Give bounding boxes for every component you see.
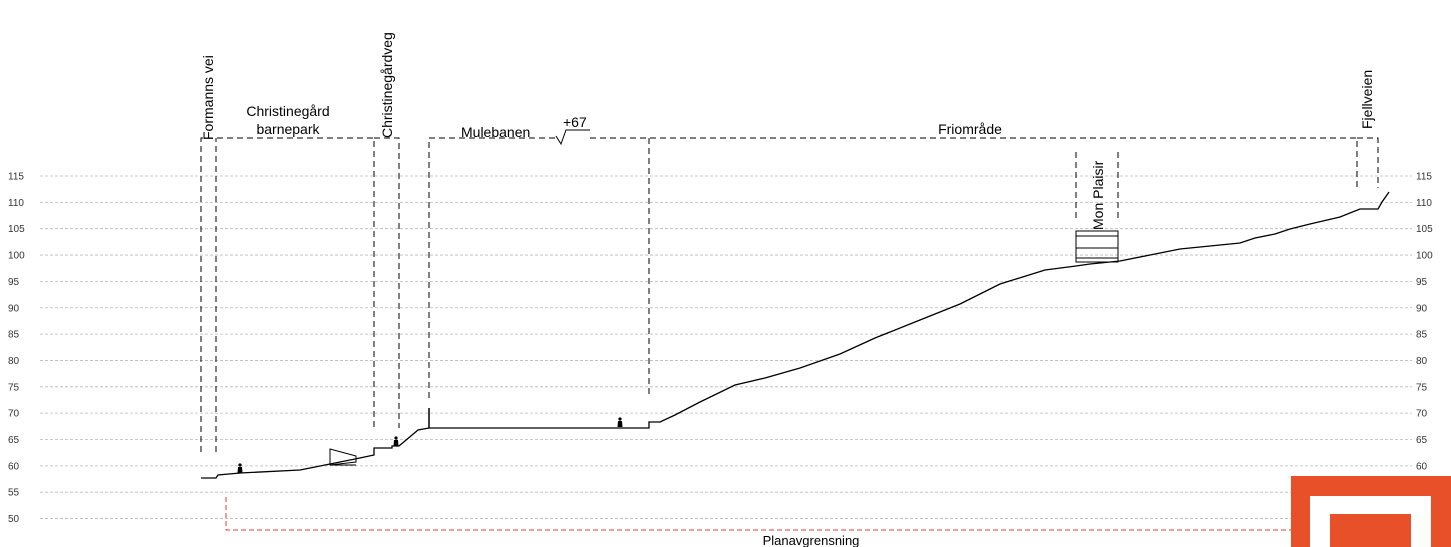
label-planavgrensning: Planavgrensning: [763, 533, 860, 547]
elevation-label: 105: [8, 224, 25, 235]
elevation-label: 65: [1416, 435, 1428, 446]
label-elevation-mark: +67: [563, 114, 587, 130]
person-figure-icon: [237, 463, 243, 473]
elevation-label: 110: [1416, 198, 1432, 209]
elevation-label: 95: [8, 277, 20, 288]
elevation-label: 80: [8, 356, 20, 367]
elevation-gridlines: [40, 175, 1412, 519]
elevation-label: 85: [8, 330, 20, 341]
elevation-label: 115: [8, 172, 24, 183]
label-mulebanen: Mulebanen: [461, 124, 530, 140]
elevation-label: 95: [1416, 277, 1428, 288]
brand-logo: [1291, 476, 1451, 547]
elevation-mark-symbol: [555, 129, 590, 146]
elevation-label: 80: [1416, 356, 1428, 367]
label-christinegard: Christinegård: [246, 103, 329, 119]
label-friomrade: Friområde: [938, 121, 1002, 137]
elevation-label: 105: [1416, 224, 1433, 235]
elevation-label: 70: [8, 409, 20, 420]
elevation-label: 75: [8, 382, 20, 393]
elevation-label: 110: [8, 198, 24, 209]
person-figure-icon: [393, 436, 399, 446]
zone-boundaries: [200, 137, 1379, 452]
label-formanns-vei: Formanns vei: [200, 55, 216, 140]
elevation-label: 55: [8, 488, 20, 499]
embankment-shape: [329, 448, 357, 466]
label-barnepark: barnepark: [256, 121, 320, 137]
elevation-label: 85: [1416, 330, 1428, 341]
label-mon-plaisir: Mon Plaisir: [1090, 160, 1106, 230]
elevation-label: 60: [8, 461, 20, 472]
label-christinegardveg: Christinegårdveg: [379, 32, 395, 138]
plan-boundary-line: [225, 497, 1359, 531]
label-fjellveien: Fjellveien: [1359, 70, 1375, 129]
elevation-label: 70: [1416, 409, 1428, 420]
elevation-label: 90: [1416, 303, 1428, 314]
elevation-labels-left: 115 110 105 100 95 90 85 80 75 70 65 60 55 50: [8, 172, 25, 526]
elevation-label: 100: [8, 251, 25, 262]
elevation-label: 100: [1416, 251, 1433, 262]
elevation-label: 65: [8, 435, 20, 446]
person-figure-icon: [617, 417, 623, 427]
mon-plaisir-building: [1075, 230, 1119, 263]
elevation-label: 60: [1416, 461, 1428, 472]
terrain-profile: [201, 191, 1390, 479]
elevation-label: 50: [8, 514, 20, 525]
elevation-label: 90: [8, 303, 20, 314]
elevation-label: 75: [1416, 382, 1428, 393]
elevation-label: 115: [1416, 172, 1432, 183]
